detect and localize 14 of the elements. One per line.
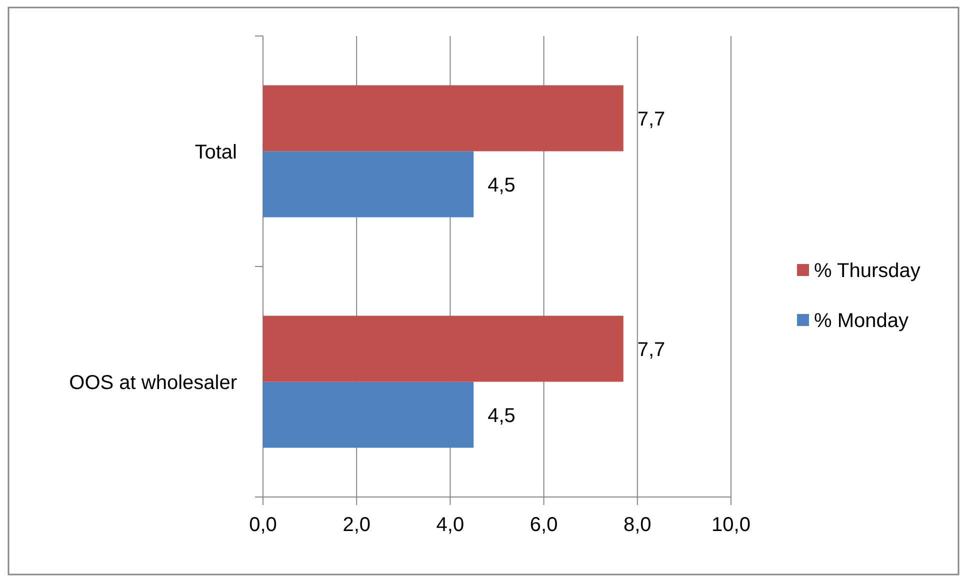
x-tick-label: 0,0 — [249, 514, 277, 536]
x-tick-label: 4,0 — [436, 514, 464, 536]
data-label: 4,5 — [488, 404, 516, 427]
x-tick-label: 6,0 — [530, 514, 558, 536]
y-tick-label: Total — [194, 141, 237, 164]
legend-label: % Monday — [814, 310, 908, 332]
x-tick-label: 2,0 — [342, 514, 371, 536]
data-label: 7,7 — [637, 108, 666, 130]
x-tick-label: 10,0 — [712, 514, 750, 536]
y-tick-label: OOS at wholesaler — [69, 372, 238, 394]
data-label: 7,7 — [637, 338, 666, 361]
legend-label: % Thursday — [814, 260, 920, 282]
x-tick-label: 8,0 — [623, 514, 652, 536]
data-label: 4,5 — [488, 174, 516, 196]
